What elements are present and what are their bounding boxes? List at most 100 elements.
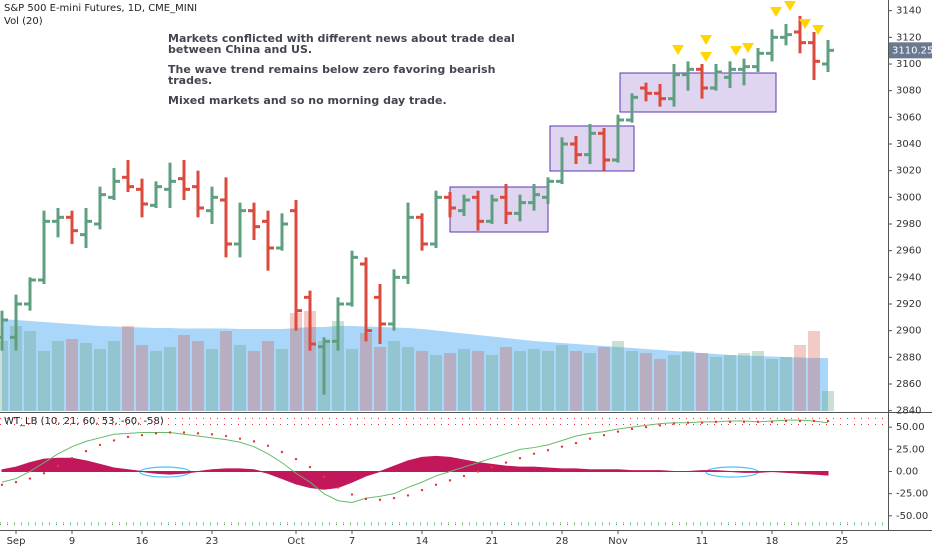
y-tick-label: 25.00	[896, 444, 925, 455]
zone-box	[619, 72, 777, 113]
volume-bar	[66, 339, 78, 411]
y-tick-label: 50.00	[896, 422, 925, 433]
volume-bar	[24, 331, 36, 411]
signal-triangle	[730, 46, 742, 56]
signal-dot	[784, 419, 788, 423]
volume-bar	[696, 353, 708, 411]
signal-dot	[630, 427, 634, 431]
signal-dot	[294, 457, 298, 461]
y-tick-label: 0.00	[896, 467, 918, 478]
signal-dot	[266, 444, 270, 447]
signal-dot	[756, 420, 760, 424]
y-tick-label: 3060	[896, 112, 921, 123]
signal-dot	[98, 443, 102, 447]
signal-triangle	[812, 25, 824, 35]
volume-bar	[766, 359, 778, 411]
annotation-line: The wave trend remains below zero favori…	[168, 63, 496, 87]
signal-dot	[812, 419, 816, 423]
signal-dot	[742, 420, 746, 424]
signal-dot	[490, 465, 494, 469]
x-tick-label: 23	[206, 536, 219, 547]
volume-bar	[556, 345, 568, 411]
volume-bar	[38, 351, 50, 411]
annotation-line: Markets conflicted with different news a…	[168, 32, 515, 56]
signal-dot	[574, 441, 578, 445]
volume-bar	[164, 347, 176, 411]
signal-triangle	[700, 52, 712, 62]
signal-dot	[406, 494, 410, 497]
signal-dot	[700, 421, 704, 424]
volume-bar	[178, 335, 190, 411]
signal-dot	[112, 439, 116, 442]
signal-dot	[126, 435, 130, 439]
y-tick-label: 2840	[896, 406, 921, 417]
volume-bar	[612, 341, 624, 411]
y-tick-label: 3120	[896, 32, 921, 43]
signal-dot	[0, 483, 4, 486]
volume-bar	[388, 341, 400, 411]
volume-bar	[808, 331, 820, 411]
volume-bar	[472, 351, 484, 411]
volume-bar	[570, 351, 582, 411]
annotation: Markets conflicted with different news a…	[168, 33, 524, 115]
volume-bar	[640, 353, 652, 411]
x-tick-label: 28	[556, 536, 569, 547]
volume-bar	[822, 391, 834, 411]
y-tick-label: 3040	[896, 139, 921, 150]
volume-bar	[458, 349, 470, 411]
volume-bar	[542, 351, 554, 411]
y-tick-label: 2880	[896, 352, 921, 363]
volume-bar	[360, 333, 372, 411]
signal-dot	[728, 420, 732, 424]
signal-dot	[238, 437, 242, 440]
signal-dot	[504, 461, 508, 464]
volume-bar	[724, 355, 736, 411]
signal-dot	[154, 432, 158, 435]
x-tick-label: 18	[766, 536, 779, 547]
y-tick-label: 2860	[896, 379, 921, 390]
volume-bar	[682, 351, 694, 411]
last-price-box	[889, 42, 932, 59]
volume-bar	[304, 311, 316, 411]
signal-dot	[28, 477, 32, 480]
signal-dot	[224, 434, 228, 438]
volume-bar	[416, 351, 428, 411]
signal-dot	[70, 457, 74, 460]
y-tick-label: 2960	[896, 246, 921, 257]
volume-bar	[192, 341, 204, 411]
signal-dot	[182, 431, 186, 434]
x-tick-label: 7	[349, 536, 355, 547]
volume-bar	[122, 326, 134, 411]
signal-dot	[476, 470, 480, 473]
signal-dot	[168, 431, 172, 434]
signal-dot	[560, 445, 564, 448]
x-tick-label: Sep	[7, 536, 26, 547]
signal-dot	[196, 432, 200, 435]
y-tick-label: 3000	[896, 192, 921, 203]
signal-dot	[308, 465, 312, 469]
volume-bar	[598, 347, 610, 411]
volume-bar	[290, 313, 302, 411]
x-tick-label: 16	[136, 536, 149, 547]
signal-dot	[686, 421, 690, 424]
volume-bar	[374, 347, 386, 411]
volume-bar	[94, 349, 106, 411]
y-tick-label: 3080	[896, 86, 921, 97]
signal-dot	[14, 480, 18, 484]
y-tick-label: -25.00	[896, 489, 928, 500]
volume-bar	[654, 359, 666, 411]
volume-bar	[444, 353, 456, 411]
volume-bar	[584, 353, 596, 411]
signal-dot	[770, 420, 774, 424]
signal-dot	[546, 449, 550, 452]
signal-dot	[588, 437, 592, 440]
volume-bar	[528, 349, 540, 411]
signal-dot	[322, 475, 326, 479]
volume-bar	[10, 326, 22, 411]
volume-bar	[752, 351, 764, 411]
chart-title: S&P 500 E-mini Futures, 1D, CME_MINI	[4, 3, 198, 14]
last-price-label: 3110.25	[892, 45, 932, 56]
volume-bar	[430, 355, 442, 411]
signal-dot	[644, 425, 648, 429]
